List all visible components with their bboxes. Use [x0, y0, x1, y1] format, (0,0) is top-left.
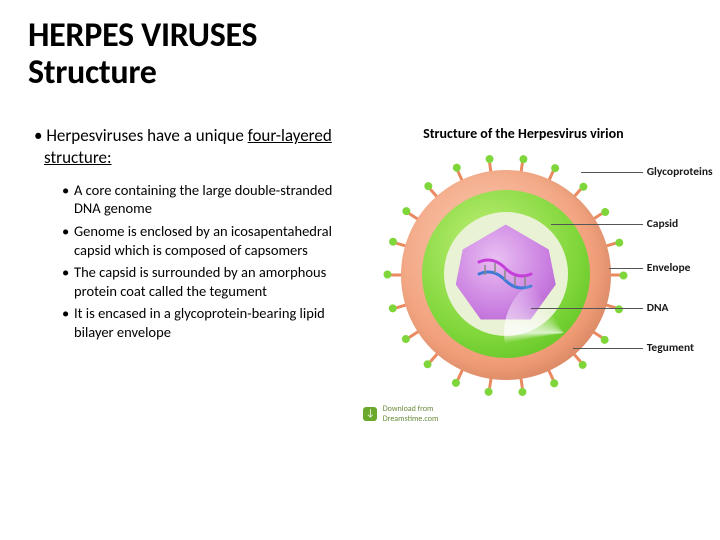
- download-icon: [363, 407, 377, 421]
- label-dna: DNA: [647, 301, 669, 315]
- virion-diagram: Glycoproteins Capsid Envelope DNA Tegume…: [355, 148, 692, 428]
- text-column: • Herpesviruses have a unique four-layer…: [28, 125, 347, 445]
- label-envelope: Envelope: [647, 261, 691, 275]
- diagram-title: Structure of the Herpesvirus virion: [355, 125, 692, 142]
- title-line-2: Structure: [28, 52, 157, 93]
- stock-watermark: Download from Dreamstime.com: [363, 404, 439, 424]
- label-tegument: Tegument: [647, 341, 694, 355]
- title-line-1: HERPES VIRUSES: [28, 15, 257, 56]
- sub-bullet-list: A core containing the large double-stran…: [62, 181, 343, 341]
- list-item: The capsid is surrounded by an amorphous…: [62, 263, 343, 300]
- bullet-glyph: •: [34, 125, 42, 146]
- content-row: • Herpesviruses have a unique four-layer…: [28, 125, 692, 445]
- list-item: Genome is enclosed by an icosapentahedra…: [62, 222, 343, 259]
- leader-line: [581, 172, 643, 173]
- watermark-action: Download from: [383, 404, 439, 414]
- dna-icon: [475, 256, 535, 292]
- slide: HERPES VIRUSES Structure • Herpesviruses…: [0, 0, 720, 540]
- lead-prefix: Herpesviruses have a unique: [46, 125, 243, 146]
- list-item: A core containing the large double-stran…: [62, 181, 343, 218]
- diagram-column: Structure of the Herpesvirus virion: [355, 125, 692, 445]
- title-block: HERPES VIRUSES Structure: [28, 18, 692, 91]
- leader-line: [551, 224, 643, 225]
- label-capsid: Capsid: [647, 217, 678, 231]
- lead-bullet: • Herpesviruses have a unique four-layer…: [34, 125, 343, 169]
- list-item: It is encased in a glycoprotein-bearing …: [62, 304, 343, 341]
- leader-line: [609, 268, 643, 269]
- watermark-text: Download from Dreamstime.com: [383, 404, 439, 424]
- leader-line: [573, 348, 643, 349]
- label-glycoproteins: Glycoproteins: [647, 165, 713, 179]
- slide-title: HERPES VIRUSES Structure: [28, 18, 692, 91]
- watermark-source: Dreamstime.com: [383, 414, 439, 424]
- leader-line: [531, 308, 643, 309]
